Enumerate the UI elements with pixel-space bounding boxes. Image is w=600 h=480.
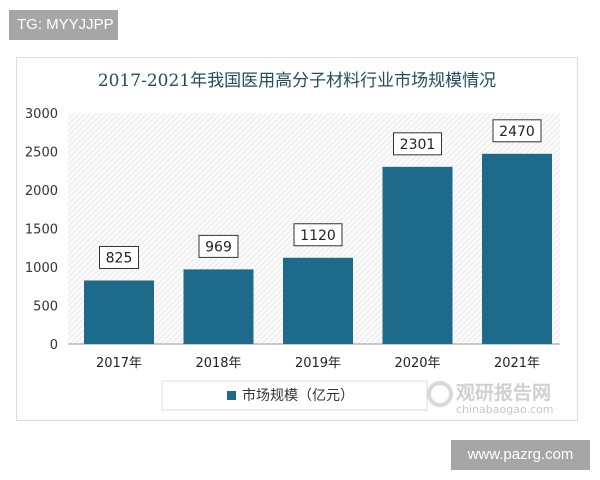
data-label-box <box>492 119 542 143</box>
y-tick-label: 1000 <box>25 261 58 276</box>
logo-cn: 观研报告网 <box>456 381 551 404</box>
bar <box>482 153 552 344</box>
x-tick-label: 2019年 <box>295 356 341 371</box>
data-label-box <box>99 245 139 269</box>
logo-en: chinabaogao.com <box>456 403 554 416</box>
x-tick-label: 2020年 <box>394 356 440 371</box>
bar <box>84 280 154 344</box>
data-label: 969 <box>205 239 232 255</box>
chinabaogao-logo: 观研报告网 chinabaogao.com <box>427 381 554 416</box>
x-tick-label: 2021年 <box>494 356 540 371</box>
bar <box>283 257 353 344</box>
data-label: 2301 <box>400 137 436 153</box>
y-tick-label: 1500 <box>25 223 58 238</box>
data-label-box <box>393 132 442 156</box>
watermark-top: TG: MYYJJPP <box>9 10 118 40</box>
chart-title: 2017-2021年我国医用高分子材料行业市场规模情况 <box>98 71 496 91</box>
data-label: 2470 <box>499 124 535 140</box>
data-label: 825 <box>106 250 133 266</box>
bar <box>183 269 254 344</box>
y-tick-label: 0 <box>50 338 58 353</box>
data-label-box <box>293 223 343 247</box>
legend-swatch <box>227 391 236 400</box>
data-label-box <box>198 234 239 258</box>
chart-card <box>16 57 578 421</box>
x-tick-label: 2018年 <box>195 356 241 371</box>
legend-label: 市场规模（亿元） <box>242 387 354 404</box>
x-tick-label: 2017年 <box>96 356 142 371</box>
y-tick-label: 500 <box>33 300 58 315</box>
legend: 市场规模（亿元） <box>161 380 428 411</box>
watermark-bottom: www.pazrg.com <box>451 440 590 470</box>
bar <box>382 166 453 344</box>
y-tick-label: 2000 <box>25 184 58 199</box>
y-tick-label: 3000 <box>25 107 58 122</box>
logo-swirl-icon <box>427 381 453 407</box>
data-label: 1120 <box>300 228 336 244</box>
y-tick-label: 2500 <box>25 146 58 161</box>
